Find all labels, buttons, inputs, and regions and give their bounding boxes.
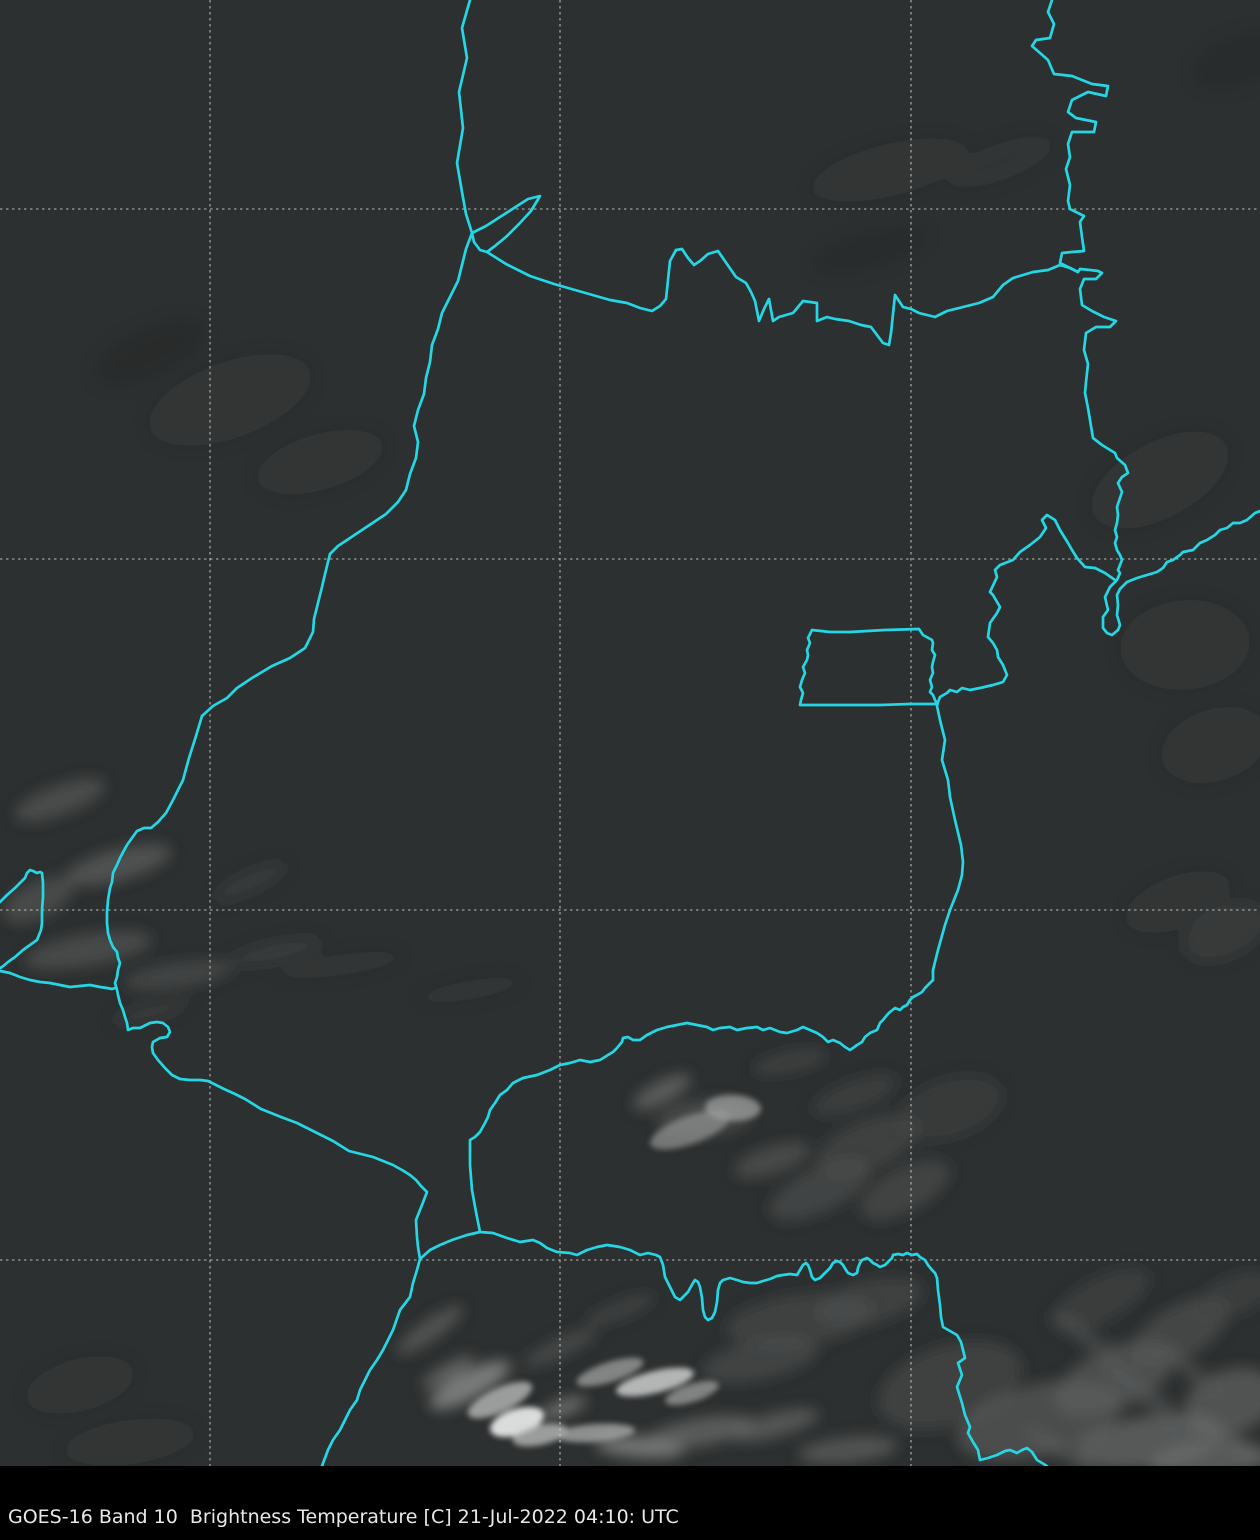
border-state-border-goias-east bbox=[931, 513, 1117, 982]
border-state-border-east bbox=[1030, 0, 1260, 637]
border-state-border-south bbox=[468, 978, 935, 1234]
noise-texture bbox=[0, 0, 1260, 1466]
border-west-edge-segment bbox=[0, 969, 117, 991]
border-river-hook bbox=[470, 194, 542, 254]
border-state-border-southeast bbox=[418, 1230, 1049, 1468]
border-west-edge-peninsula bbox=[0, 868, 45, 970]
state-borders bbox=[0, 0, 1260, 1468]
border-state-border-north bbox=[485, 247, 1080, 347]
lat-lon-grid bbox=[0, 0, 1260, 1466]
caption-bar: GOES-16 Band 10 Brightness Temperature [… bbox=[0, 1466, 1260, 1540]
border-df-boundary bbox=[798, 627, 939, 707]
caption-text: GOES-16 Band 10 Brightness Temperature [… bbox=[8, 1506, 679, 1528]
border-state-border-west bbox=[105, 0, 474, 1468]
